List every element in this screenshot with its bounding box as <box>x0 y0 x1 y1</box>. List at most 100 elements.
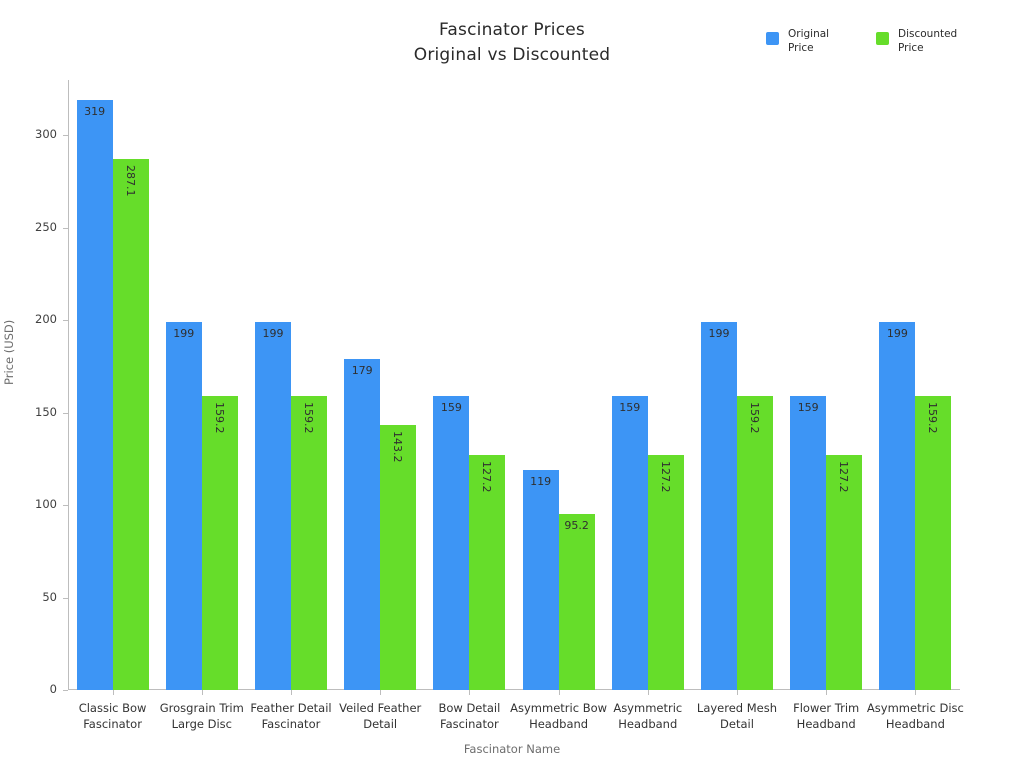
bar-value-label: 159.2 <box>212 401 226 434</box>
x-axis-tick-label-line: Bow Detail <box>438 701 501 715</box>
bar-value-label: 159.2 <box>301 401 315 434</box>
x-axis-tick-label: Layered Mesh Detail <box>680 700 793 732</box>
bar-value-label: 199 <box>708 327 730 341</box>
bar-original-price[interactable]: 159 <box>611 396 648 690</box>
x-axis-tick-mark <box>915 690 917 695</box>
bar-original-price[interactable]: 119 <box>522 470 559 690</box>
bar-original-price[interactable]: 199 <box>879 322 916 690</box>
y-axis-tick-label: 100 <box>35 497 57 512</box>
bar-value-label: 199 <box>173 327 195 341</box>
x-axis-tick-mark <box>558 690 560 695</box>
y-axis-tick-label: 300 <box>35 127 57 142</box>
bar-group: 179 143.2 <box>336 80 425 690</box>
bar-discounted-price[interactable]: 95.2 <box>558 514 595 690</box>
x-axis-tick-label: Asymmetric Disc Headband <box>859 700 972 732</box>
bar-original-price[interactable]: 199 <box>165 322 202 690</box>
bar-discounted-price[interactable]: 159.2 <box>290 395 327 690</box>
x-axis-tick-mark <box>469 690 471 695</box>
chart-title-line-2: Original vs Discounted <box>413 45 611 65</box>
legend-item-discounted-price[interactable]: Discounted Price <box>876 28 958 55</box>
bar-group: 199 159.2 <box>157 80 246 690</box>
x-axis-title: Fascinator Name <box>463 742 561 756</box>
x-axis-line <box>68 689 960 690</box>
bar-discounted-price[interactable]: 287.1 <box>112 159 149 690</box>
x-axis-tick-label-line: Detail <box>363 717 398 731</box>
x-axis-tick-label-line: Detail <box>720 717 754 731</box>
bar-value-label: 199 <box>886 327 908 341</box>
x-axis-tick-label-line: Asymmetric <box>613 701 683 715</box>
bar-original-price[interactable]: 319 <box>76 100 113 690</box>
bar-original-price[interactable]: 179 <box>344 359 381 690</box>
bar-value-label: 159.2 <box>747 401 761 434</box>
x-axis-tick-label: Flower Trim Headband <box>770 700 883 732</box>
bar-group: 119 95.2 <box>514 80 603 690</box>
y-axis-tick-mark <box>63 227 68 229</box>
bar-discounted-price[interactable]: 143.2 <box>380 425 417 690</box>
x-axis-tick-label-line: Veiled Feather <box>339 701 422 715</box>
bar-discounted-price[interactable]: 159.2 <box>201 395 238 690</box>
y-axis-tick-mark <box>63 597 68 599</box>
y-axis-tick-label: 250 <box>35 219 57 234</box>
bar-value-label: 159 <box>440 401 462 415</box>
bar-original-price[interactable]: 199 <box>700 322 737 690</box>
bar-value-label: 159 <box>619 401 641 415</box>
legend-label-line-1: Discounted <box>898 28 958 40</box>
y-axis-tick-mark <box>63 320 68 322</box>
bar-value-label: 159.2 <box>926 401 940 434</box>
x-axis-tick-label-line: Large Disc <box>171 717 232 731</box>
y-axis-tick-mark <box>63 505 68 507</box>
legend-label-original-price: Original Price <box>788 28 848 55</box>
x-axis-tick-label-line: Grosgrain Trim <box>159 701 244 715</box>
bar-value-label: 143.2 <box>391 431 405 463</box>
x-axis-tick-label-line: Feather Detail <box>250 701 332 715</box>
bar-value-label: 127.2 <box>837 460 851 493</box>
bar-group: 199 159.2 <box>871 80 960 690</box>
x-axis-tick-mark <box>647 690 649 695</box>
x-axis-tick-label-line: Asymmetric Bow <box>510 701 608 715</box>
x-axis-tick-mark <box>112 690 114 695</box>
chart-title-line-1: Fascinator Prices <box>439 20 585 40</box>
legend-item-original-price[interactable]: Original Price <box>766 28 848 55</box>
y-axis-tick-mark <box>63 412 68 414</box>
y-axis-tick-label: 150 <box>35 404 57 419</box>
x-axis-tick-label-line: Fascinator <box>261 717 321 731</box>
x-axis-tick-label: Asymmetric Bow Headband <box>502 700 615 732</box>
bar-group: 159 127.2 <box>425 80 514 690</box>
x-axis-tick-label-line: Classic Bow <box>78 701 147 715</box>
y-axis-line <box>68 80 69 690</box>
bar-discounted-price[interactable]: 127.2 <box>826 454 863 690</box>
bar-group: 159 127.2 <box>782 80 871 690</box>
bar-discounted-price[interactable]: 159.2 <box>736 395 773 690</box>
x-axis-tick-mark <box>737 690 738 695</box>
bar-value-label: 127.2 <box>480 460 494 493</box>
bar-value-label: 95.2 <box>564 519 589 533</box>
legend-swatch-original-price <box>766 32 779 45</box>
y-axis-tick-label: 200 <box>35 312 57 327</box>
bar-original-price[interactable]: 159 <box>790 396 827 690</box>
legend-label-line-2: Price <box>788 41 814 54</box>
x-axis-tick-label-line: Layered Mesh <box>696 701 778 715</box>
y-axis-tick-mark <box>63 690 68 691</box>
bar-value-label: 287.1 <box>123 165 137 197</box>
x-axis-tick-mark <box>201 690 203 695</box>
x-axis-tick-label-line: Fascinator <box>440 717 499 731</box>
legend-swatch-discounted-price <box>876 32 889 45</box>
legend-label-line-2: Price <box>898 41 924 54</box>
x-axis-tick-label: Grosgrain Trim Large Disc <box>145 700 258 732</box>
x-axis-tick-label: Bow Detail Fascinator <box>413 700 526 732</box>
plot-area: 0 50 100 150 200 250 300 319 287.1 199 159.2 199 15… <box>35 80 964 731</box>
bar-original-price[interactable]: 199 <box>254 322 291 690</box>
x-axis-tick-mark <box>291 690 292 695</box>
x-axis-tick-label-line: Headband <box>529 717 589 731</box>
legend-label-line-1: Original <box>788 28 830 40</box>
chart-title: Fascinator Prices Original vs Discounted <box>0 18 1024 68</box>
bar-discounted-price[interactable]: 159.2 <box>915 395 952 690</box>
x-axis-tick-label: Veiled Feather Detail <box>324 700 437 732</box>
bar-value-label: 127.2 <box>658 460 672 493</box>
bar-original-price[interactable]: 159 <box>433 396 470 690</box>
bar-discounted-price[interactable]: 127.2 <box>647 454 684 690</box>
x-axis-tick-label: Asymmetric Headband <box>591 700 704 732</box>
bar-group: 199 159.2 <box>692 80 781 690</box>
x-axis-tick-label-line: Asymmetric Disc <box>866 701 964 715</box>
bar-discounted-price[interactable]: 127.2 <box>469 454 506 690</box>
